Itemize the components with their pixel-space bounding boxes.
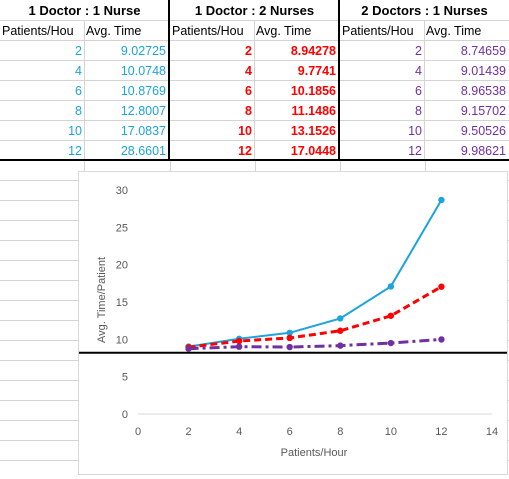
- column-header-patients: Patients/Hou: [2, 24, 74, 38]
- y-tick-label: 20: [116, 260, 128, 272]
- data-point: [387, 283, 395, 290]
- column-header-avg-time: Avg. Time: [86, 24, 142, 38]
- y-tick-label: 15: [116, 297, 128, 309]
- cell-avg-time[interactable]: 8.96538: [460, 84, 506, 98]
- table-col-line: [254, 20, 255, 161]
- results-table: 1 Doctor : 1 Nurse Patients/Hou Avg. Time 2…: [0, 0, 509, 161]
- cell-avg-time[interactable]: 9.98621: [460, 144, 506, 158]
- data-point: [337, 315, 344, 322]
- cell-avg-time[interactable]: 17.0448: [290, 144, 336, 158]
- y-tick-label: 10: [116, 334, 128, 346]
- x-axis-label: Patients/Hour: [281, 447, 348, 459]
- cell-patients[interactable]: 2: [415, 44, 422, 58]
- data-point: [387, 339, 395, 347]
- y-tick-label: 25: [116, 222, 128, 234]
- column-header-avg-time: Avg. Time: [426, 24, 482, 38]
- cell-patients[interactable]: 6: [75, 84, 82, 98]
- cell-patients[interactable]: 6: [415, 84, 422, 98]
- x-tick-label: 10: [385, 426, 397, 438]
- data-point: [438, 283, 445, 290]
- data-point: [337, 342, 344, 349]
- data-point: [235, 343, 243, 350]
- column-header-patients: Patients/Hou: [342, 24, 414, 38]
- series-line: [188, 337, 442, 351]
- cell-avg-time[interactable]: 10.8769: [120, 84, 166, 98]
- cell-patients[interactable]: 8: [245, 104, 252, 118]
- cell-patients[interactable]: 10: [238, 124, 252, 138]
- cell-patients[interactable]: 4: [245, 64, 252, 78]
- cell-avg-time[interactable]: 9.02725: [120, 44, 166, 58]
- x-tick-label: 6: [287, 426, 293, 438]
- cell-patients[interactable]: 2: [245, 44, 252, 58]
- chart-svg: Avg. Time/Patient Patients/Hour 05101520…: [77, 185, 509, 459]
- x-tick-label: 8: [337, 426, 343, 438]
- data-point: [286, 329, 293, 336]
- cell-patients[interactable]: 6: [245, 84, 252, 98]
- data-point: [185, 345, 192, 352]
- cell-avg-time[interactable]: 9.15702: [460, 104, 506, 118]
- y-tick-label: 5: [122, 372, 128, 384]
- cell-avg-time[interactable]: 12.8007: [120, 104, 166, 118]
- y-tick-label: 0: [122, 409, 128, 421]
- y-axis-label: Avg. Time/Patient: [96, 257, 108, 343]
- cell-avg-time[interactable]: 8.74659: [460, 44, 506, 58]
- data-point: [438, 196, 445, 204]
- cell-patients[interactable]: 10: [408, 124, 422, 138]
- cell-patients[interactable]: 2: [75, 44, 82, 58]
- series-line: [188, 199, 443, 348]
- column-header-patients: Patients/Hou: [172, 24, 244, 38]
- series-line: [188, 285, 443, 349]
- cell-patients[interactable]: 12: [408, 144, 422, 158]
- line-chart[interactable]: Avg. Time/Patient Patients/Hour 0 5 10 15 20…: [77, 171, 509, 475]
- cell-patients[interactable]: 12: [238, 144, 252, 158]
- group-divider: [338, 0, 340, 161]
- cell-avg-time[interactable]: 11.1486: [291, 104, 337, 118]
- cell-avg-time[interactable]: 9.7741: [297, 64, 336, 78]
- cell-avg-time[interactable]: 13.1526: [290, 124, 336, 138]
- cell-avg-time[interactable]: 10.0748: [120, 64, 166, 78]
- x-tick-label: 0: [135, 426, 141, 438]
- x-tick-label: 12: [435, 426, 447, 438]
- column-header-avg-time: Avg. Time: [256, 24, 312, 38]
- cell-avg-time[interactable]: 10.1856: [290, 84, 336, 98]
- cell-patients[interactable]: 8: [75, 104, 82, 118]
- group-title: 2 Doctors : 1 Nurses: [361, 3, 488, 18]
- x-tick-label: 14: [486, 426, 498, 438]
- data-point: [235, 337, 243, 345]
- cell-patients[interactable]: 4: [415, 64, 422, 78]
- cell-patients[interactable]: 10: [68, 124, 82, 138]
- cell-patients[interactable]: 4: [75, 64, 82, 78]
- cell-patients[interactable]: 12: [68, 144, 82, 158]
- data-point: [438, 336, 445, 343]
- data-point: [387, 312, 395, 319]
- data-point: [286, 343, 293, 351]
- table-col-line: [84, 20, 85, 161]
- x-tick-label: 2: [186, 426, 192, 438]
- x-tick-label: 4: [236, 426, 242, 438]
- cell-avg-time[interactable]: 28.6601: [120, 144, 166, 158]
- group-title: 1 Doctor : 1 Nurse: [28, 3, 141, 18]
- cell-avg-time[interactable]: 9.01439: [460, 64, 506, 78]
- cell-avg-time[interactable]: 17.0837: [120, 124, 166, 138]
- y-tick-label: 30: [116, 185, 128, 197]
- table-col-line: [424, 20, 425, 161]
- cell-patients[interactable]: 8: [415, 104, 422, 118]
- data-point: [337, 327, 344, 334]
- group-title: 1 Doctor : 2 Nurses: [194, 3, 315, 18]
- cell-avg-time[interactable]: 8.94278: [290, 44, 336, 58]
- group-divider: [168, 0, 170, 161]
- table-bottom-border: [0, 159, 509, 161]
- cell-avg-time[interactable]: 9.50526: [460, 124, 506, 138]
- data-point: [286, 334, 293, 342]
